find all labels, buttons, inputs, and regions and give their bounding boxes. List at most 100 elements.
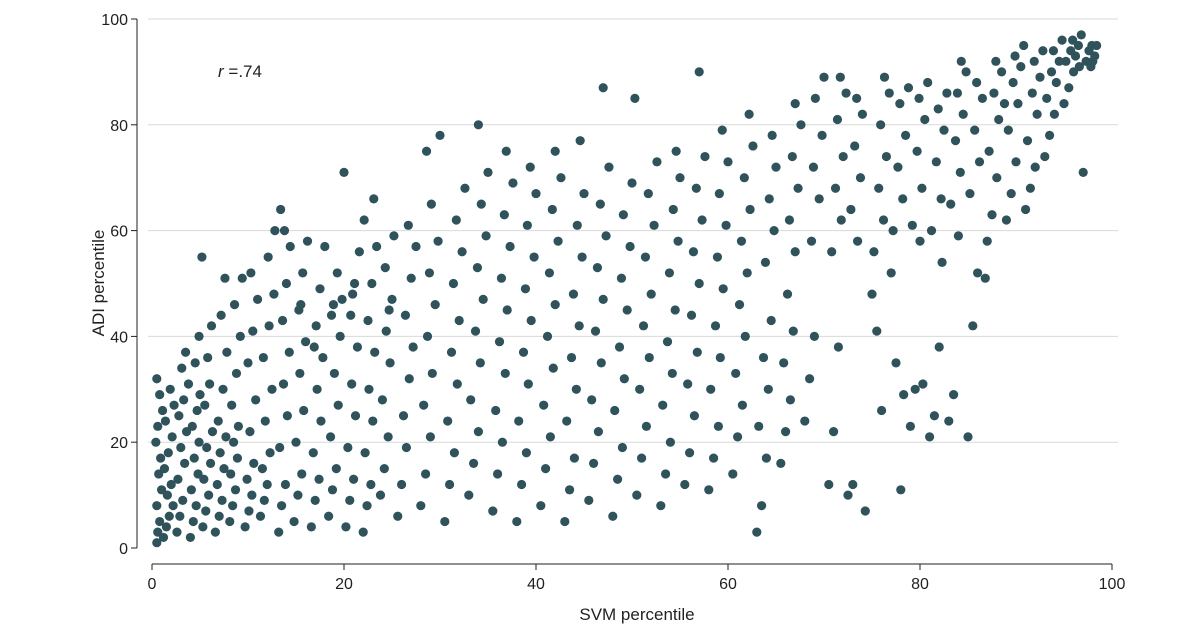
data-point	[181, 347, 191, 357]
data-point	[888, 226, 898, 236]
data-point	[387, 294, 397, 304]
data-point	[565, 485, 575, 495]
data-point	[643, 188, 653, 199]
data-point	[893, 162, 903, 172]
data-point	[638, 321, 649, 331]
data-point	[718, 284, 728, 294]
data-point	[251, 395, 261, 405]
x-tick-label-60: 60	[719, 576, 737, 593]
correlation-symbol: r	[218, 62, 225, 81]
data-point	[920, 114, 930, 125]
data-point	[360, 448, 370, 458]
data-point	[630, 93, 640, 103]
data-point	[553, 236, 563, 246]
data-point	[1049, 109, 1059, 119]
data-point	[333, 400, 343, 410]
data-point	[608, 511, 618, 521]
data-point	[977, 93, 988, 103]
axes	[131, 18, 1113, 570]
data-point	[942, 88, 952, 98]
y-tick-label-20: 20	[110, 435, 128, 452]
data-point	[694, 278, 704, 289]
data-point	[931, 157, 941, 167]
data-point	[332, 268, 342, 278]
data-point	[1074, 62, 1084, 72]
data-point	[912, 146, 922, 156]
data-point	[767, 130, 777, 140]
data-point	[598, 294, 608, 304]
y-tick-label-40: 40	[110, 329, 128, 346]
data-point	[579, 188, 589, 199]
data-point	[257, 464, 267, 474]
data-point	[199, 474, 209, 484]
data-point	[297, 469, 307, 479]
data-point	[158, 532, 169, 543]
data-point	[658, 400, 668, 410]
data-point	[435, 130, 445, 140]
data-point	[416, 501, 426, 511]
data-point	[393, 511, 403, 521]
data-point	[285, 241, 295, 252]
x-tick-label-80: 80	[911, 576, 929, 593]
data-point	[502, 305, 512, 315]
data-point	[215, 448, 225, 458]
data-point	[403, 220, 413, 230]
data-point	[411, 241, 421, 252]
data-point	[306, 522, 316, 532]
data-point	[243, 358, 253, 368]
data-point	[641, 421, 652, 431]
data-point	[915, 236, 925, 246]
data-point	[159, 464, 170, 474]
data-point	[525, 162, 535, 172]
data-point	[362, 501, 372, 511]
data-point	[748, 141, 758, 151]
data-point	[1030, 162, 1040, 172]
data-point	[760, 257, 771, 267]
data-point	[460, 183, 470, 193]
data-point	[742, 268, 752, 278]
data-point	[216, 310, 226, 320]
data-point	[521, 448, 532, 458]
data-point	[375, 490, 386, 500]
data-point	[613, 474, 623, 484]
data-point	[359, 215, 369, 225]
data-point	[950, 136, 961, 146]
data-point	[517, 479, 527, 490]
y-tick-label-0: 0	[119, 541, 128, 558]
data-point	[867, 289, 877, 299]
data-point	[999, 99, 1010, 109]
data-point	[282, 411, 292, 421]
data-point	[433, 236, 443, 246]
data-point	[805, 374, 815, 384]
data-point	[202, 442, 212, 453]
data-point	[512, 516, 522, 527]
data-point	[339, 167, 349, 178]
data-point	[1046, 67, 1057, 77]
data-point	[1051, 77, 1061, 88]
data-point	[933, 104, 943, 114]
data-point	[572, 220, 582, 230]
data-point	[575, 136, 585, 146]
data-point	[156, 453, 166, 463]
data-point	[205, 379, 215, 389]
data-point	[878, 215, 889, 225]
data-point	[627, 178, 637, 188]
data-point	[936, 194, 946, 204]
data-point	[568, 289, 579, 299]
data-point	[314, 474, 324, 484]
data-point	[691, 183, 701, 193]
data-point	[214, 511, 224, 521]
data-point	[466, 395, 476, 405]
data-point	[536, 501, 546, 511]
data-point	[539, 400, 549, 410]
data-point	[744, 109, 754, 119]
data-point	[790, 247, 800, 257]
data-point	[637, 453, 647, 463]
data-point	[348, 289, 358, 299]
data-point	[758, 352, 769, 363]
data-point	[547, 204, 557, 215]
data-point	[850, 141, 860, 151]
data-point	[824, 479, 834, 490]
data-point	[595, 199, 605, 209]
data-point	[939, 125, 949, 135]
